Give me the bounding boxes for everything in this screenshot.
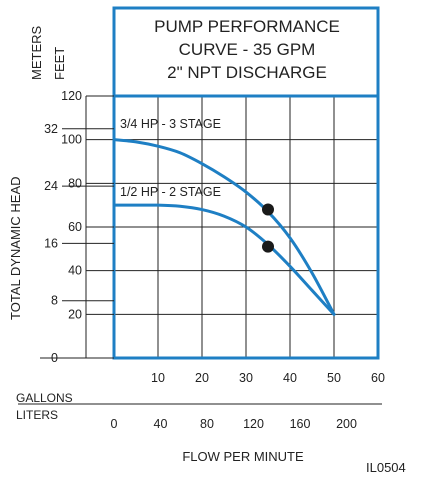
y-tick-label-feet: 20 bbox=[68, 307, 82, 321]
x-tick-label-liters: 160 bbox=[290, 417, 311, 431]
y-tick-label-meters: 0 bbox=[51, 351, 58, 365]
y-tick-label-feet: 60 bbox=[68, 220, 82, 234]
title-line-3: 2" NPT DISCHARGE bbox=[167, 63, 327, 82]
operating-point-series-2 bbox=[262, 240, 274, 253]
x-tick-label-liters: 200 bbox=[336, 417, 357, 431]
y-tick-label-feet: 80 bbox=[68, 176, 82, 190]
y-axis-label-meters: METERS bbox=[29, 26, 44, 81]
y-axis-label-head: TOTAL DYNAMIC HEAD bbox=[8, 176, 23, 320]
y-tick-label-feet: 120 bbox=[61, 89, 82, 103]
curve-series-1 bbox=[112, 138, 336, 316]
x-tick-label-gallons: 30 bbox=[239, 371, 253, 385]
operating-points bbox=[262, 203, 274, 253]
series-label-3-stage: 3/4 HP - 3 STAGE bbox=[120, 117, 221, 131]
x-tick-label-gallons: 10 bbox=[151, 371, 165, 385]
x-tick-label-gallons: 20 bbox=[195, 371, 209, 385]
performance-curves bbox=[112, 138, 336, 316]
title-line-2: CURVE - 35 GPM bbox=[179, 40, 316, 59]
title-line-1: PUMP PERFORMANCE bbox=[154, 17, 340, 36]
x-axis-label: FLOW PER MINUTE bbox=[182, 449, 304, 464]
tick-labels: 20 40 60 80 100 120 0 8 16 24 32 10 20 30 40 50 60 0 40 80 1… bbox=[44, 89, 385, 431]
x-tick-label-liters: 80 bbox=[200, 417, 214, 431]
series-label-2-stage: 1/2 HP - 2 STAGE bbox=[120, 185, 221, 199]
x-tick-label-gallons: 60 bbox=[371, 371, 385, 385]
x-tick-label-liters: 0 bbox=[111, 417, 118, 431]
x-axis-label-gallons: GALLONS bbox=[16, 391, 73, 405]
y-tick-label-feet: 100 bbox=[61, 133, 82, 147]
y-tick-label-feet: 40 bbox=[68, 264, 82, 278]
figure-code: IL0504 bbox=[366, 460, 406, 475]
y-tick-label-meters: 24 bbox=[44, 179, 58, 193]
grid bbox=[114, 96, 378, 358]
y-axis-label-feet: FEET bbox=[52, 47, 67, 80]
x-tick-label-liters: 40 bbox=[154, 417, 168, 431]
y-tick-label-meters: 16 bbox=[44, 236, 58, 250]
title-block: PUMP PERFORMANCE CURVE - 35 GPM 2" NPT D… bbox=[154, 17, 340, 82]
x-axis-label-liters: LITERS bbox=[16, 408, 58, 422]
operating-point-series-1 bbox=[262, 203, 274, 216]
chart-frame bbox=[18, 6, 382, 405]
x-tick-label-gallons: 40 bbox=[283, 371, 297, 385]
x-tick-label-gallons: 50 bbox=[327, 371, 341, 385]
curve-series-2 bbox=[112, 203, 336, 316]
x-tick-label-liters: 120 bbox=[243, 417, 264, 431]
y-tick-label-meters: 8 bbox=[51, 294, 58, 308]
y-tick-label-meters: 32 bbox=[44, 122, 58, 136]
